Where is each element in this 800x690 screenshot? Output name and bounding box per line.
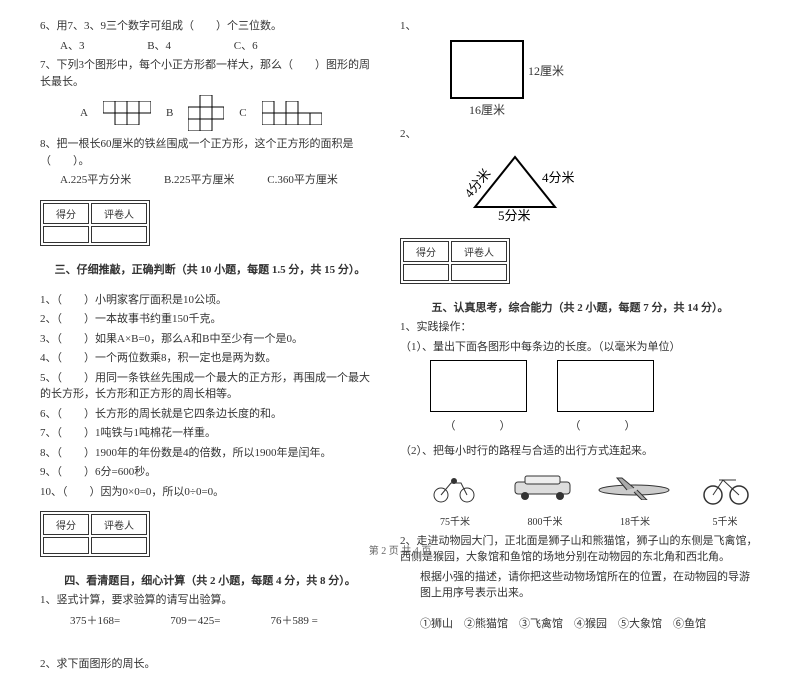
- j9: 9、（ ）6分=600秒。: [40, 464, 380, 481]
- section-3-title: 三、仔细推敲，正确判断（共 10 小题，每题 1.5 分，共 15 分）。: [40, 261, 380, 277]
- p1: 1、实践操作：: [400, 319, 760, 336]
- score-label: 得分: [43, 514, 89, 535]
- triangle-figure: 4分米 4分米 5分米: [460, 152, 760, 225]
- page-footer: 第 2 页 共 4 页: [0, 542, 800, 557]
- page-container: 6、用7、3、9三个数字可组成（ ）个三位数。 A、3 B、4 C、6 7、下列…: [0, 0, 800, 690]
- c1b: 709－425=: [170, 612, 220, 628]
- d3: 18千米: [600, 513, 670, 528]
- rect-1: [430, 360, 527, 412]
- sq-bottom-label: 16厘米: [450, 101, 524, 118]
- p2a: 根据小强的描述，请你把这些动物场馆所在的位置，在动物园的导游图上用序号表示出来。: [400, 569, 760, 602]
- j5: 5、（ ）用同一条铁丝先围成一个最大的正方形，再围成一个最大的长方形，长方形和正…: [40, 370, 380, 403]
- left-column: 6、用7、3、9三个数字可组成（ ）个三位数。 A、3 B、4 C、6 7、下列…: [30, 15, 390, 675]
- c1c: 76＋589 =: [270, 612, 317, 628]
- shape-b-icon: [188, 95, 224, 131]
- j8: 8、（ ）1900年的年份数是4的倍数，所以1900年是闰年。: [40, 445, 380, 462]
- motorcycle-icon: [420, 468, 488, 508]
- q7c: C: [239, 107, 246, 119]
- n2: 2、: [400, 126, 760, 143]
- distances: 75千米 800千米 18千米 5千米: [420, 513, 760, 528]
- q8: 8、把一根长60厘米的铁丝围成一个正方形，这个正方形的面积是（ ）。: [40, 136, 380, 169]
- blank-1: （ ）: [430, 417, 525, 433]
- tri-right-label: 4分米: [542, 170, 575, 185]
- sq-right-label: 12厘米: [528, 62, 564, 79]
- p1b: （2）、把每小时行的路程与合适的出行方式连起来。: [400, 443, 760, 460]
- travel-icons: [420, 468, 760, 508]
- c1a: 375＋168=: [70, 612, 120, 628]
- n1: 1、: [400, 18, 760, 35]
- right-column: 1、 12厘米 16厘米 2、 4分米 4分米 5分米 得分评卷人 五、认真思考，综…: [390, 15, 770, 675]
- q6-options: A、3 B、4 C、6: [40, 38, 380, 55]
- score-label: 得分: [43, 203, 89, 224]
- q8b: B.225平方厘米: [164, 174, 235, 186]
- score-box-3: 得分评卷人: [40, 200, 150, 246]
- calc-problems: 375＋168= 709－425= 76＋589 =: [70, 612, 380, 628]
- d1: 75千米: [420, 513, 490, 528]
- q7a: A: [80, 107, 88, 119]
- rect-2: [557, 360, 654, 412]
- tri-bottom-label: 5分米: [498, 208, 531, 222]
- airplane-icon: [597, 468, 672, 508]
- q6c: C、6: [234, 40, 258, 52]
- shape-c-icon: [262, 101, 322, 125]
- q8c: C.360平方厘米: [267, 174, 338, 186]
- score-box-5: 得分评卷人: [400, 238, 510, 284]
- legend: ①狮山 ②熊猫馆 ③飞禽馆 ④猴园 ⑤大象馆 ⑥鱼馆: [400, 616, 760, 633]
- reviewer-label: 评卷人: [91, 514, 147, 535]
- j1: 1、（ ）小明家客厅面积是10公顷。: [40, 292, 380, 309]
- j7: 7、（ ）1吨铁与1吨棉花一样重。: [40, 425, 380, 442]
- section-5-title: 五、认真思考，综合能力（共 2 小题，每题 7 分，共 14 分）。: [400, 299, 760, 315]
- j2: 2、（ ）一本故事书约重150千克。: [40, 311, 380, 328]
- q6b: B、4: [147, 40, 171, 52]
- j6: 6、（ ）长方形的周长就是它四条边长度的和。: [40, 406, 380, 423]
- score-label: 得分: [403, 241, 449, 262]
- q6: 6、用7、3、9三个数字可组成（ ）个三位数。: [40, 18, 380, 35]
- p1a: （1）、量出下面各图形中每条边的长度。（以毫米为单位）: [400, 339, 760, 356]
- c1: 1、竖式计算，要求验算的请写出验算。: [40, 592, 380, 609]
- q7: 7、下列3个图形中，每个小正方形都一样大，那么（ ）图形的周长最长。: [40, 57, 380, 90]
- tri-left-label: 4分米: [461, 166, 493, 201]
- q8a: A.225平方分米: [60, 174, 131, 186]
- j3: 3、（ ）如果A×B=0，那么A和B中至少有一个是0。: [40, 331, 380, 348]
- q7b: B: [166, 107, 173, 119]
- reviewer-label: 评卷人: [91, 203, 147, 224]
- reviewer-label: 评卷人: [451, 241, 507, 262]
- car-icon: [508, 468, 576, 508]
- bicycle-icon: [692, 468, 760, 508]
- shape-a-icon: [103, 101, 151, 125]
- d2: 800千米: [510, 513, 580, 528]
- d4: 5千米: [690, 513, 760, 528]
- j10: 10、（ ）因为0×0=0，所以0÷0=0。: [40, 484, 380, 501]
- j4: 4、（ ）一个两位数乘8，积一定也是两为数。: [40, 350, 380, 367]
- q8-options: A.225平方分米 B.225平方厘米 C.360平方厘米: [40, 172, 380, 189]
- blank-2: （ ）: [555, 417, 650, 433]
- q6a: A、3: [60, 40, 84, 52]
- q7-shapes: A B C: [80, 95, 380, 131]
- rect-labels: （ ） （ ）: [430, 417, 760, 433]
- measure-rects: [430, 360, 760, 412]
- section-4-title: 四、看清题目，细心计算（共 2 小题，每题 4 分，共 8 分）。: [40, 572, 380, 588]
- c2: 2、求下面图形的周长。: [40, 656, 380, 673]
- square-figure: 12厘米: [450, 40, 524, 99]
